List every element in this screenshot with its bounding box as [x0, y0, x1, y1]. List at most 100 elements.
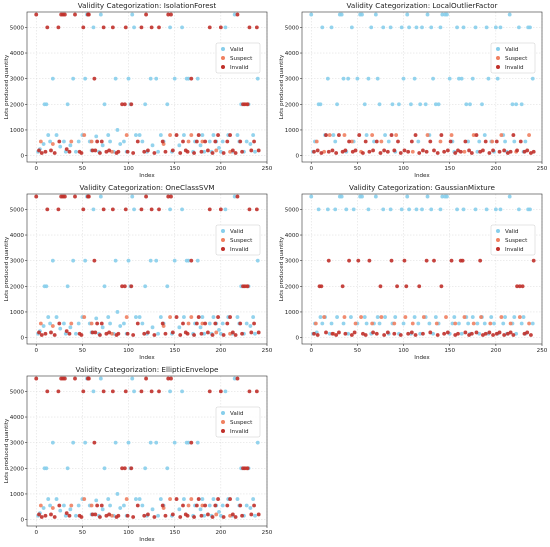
point-valid [523, 139, 528, 144]
point-valid [118, 506, 123, 510]
point-valid [512, 139, 517, 144]
point-invalid [356, 258, 361, 263]
legend-label: Invalid [505, 247, 524, 253]
point-valid [507, 12, 512, 17]
point-invalid [192, 151, 196, 155]
point-invalid [240, 513, 244, 518]
point-invalid [319, 151, 324, 155]
point-invalid [129, 466, 134, 471]
point-valid [223, 25, 228, 30]
point-valid [76, 503, 81, 508]
point-valid [369, 25, 374, 30]
point-valid [172, 76, 177, 81]
point-valid [143, 102, 148, 107]
y-tick-label: 0 [20, 154, 24, 160]
point-valid [438, 25, 443, 30]
point-valid [477, 139, 482, 144]
point-invalid [194, 139, 199, 144]
point-valid [48, 139, 52, 144]
point-valid [58, 508, 63, 513]
legend: Valid Suspect Invalid [215, 224, 261, 256]
point-invalid [252, 139, 256, 144]
point-valid [420, 25, 424, 30]
point-valid [393, 315, 398, 319]
point-invalid [107, 330, 112, 335]
point-valid [202, 331, 207, 336]
point-valid [399, 207, 404, 212]
point-valid [198, 507, 203, 512]
point-suspect [488, 321, 493, 326]
point-valid [65, 102, 70, 107]
point-valid [401, 76, 406, 81]
point-invalid [90, 512, 95, 517]
point-invalid [340, 284, 345, 289]
point-invalid [92, 440, 97, 445]
point-valid [154, 258, 159, 263]
point-valid [186, 76, 191, 81]
point-invalid [43, 513, 48, 518]
point-valid [50, 258, 55, 263]
point-invalid [474, 133, 479, 137]
point-invalid [142, 149, 147, 154]
point-invalid [213, 139, 218, 144]
point-suspect [490, 139, 495, 144]
point-suspect [82, 133, 87, 137]
point-invalid [326, 149, 331, 154]
point-valid [397, 102, 401, 107]
point-invalid [378, 284, 383, 289]
point-invalid [99, 139, 104, 144]
point-valid [108, 321, 112, 326]
point-suspect [421, 315, 426, 319]
point-valid [202, 513, 207, 518]
point-invalid [185, 149, 190, 154]
point-valid [521, 315, 526, 319]
point-invalid [254, 389, 259, 394]
point-invalid [95, 139, 100, 144]
point-invalid [207, 207, 212, 212]
point-suspect [379, 139, 384, 144]
point-invalid [131, 333, 136, 337]
point-valid [475, 321, 480, 326]
point-valid [255, 76, 260, 81]
x-tick-label: 250 [537, 348, 548, 354]
point-invalid [242, 284, 247, 289]
point-valid [126, 440, 131, 445]
point-invalid [64, 147, 69, 152]
point-invalid [120, 466, 124, 471]
point-invalid [228, 315, 232, 319]
point-invalid [467, 148, 471, 153]
point-invalid [216, 133, 220, 137]
point-valid [482, 133, 487, 137]
point-invalid [170, 330, 175, 335]
point-invalid [218, 25, 223, 30]
point-invalid [67, 331, 72, 336]
point-invalid [240, 331, 244, 336]
point-invalid [221, 515, 226, 519]
point-invalid [174, 133, 179, 137]
point-invalid [218, 389, 223, 394]
point-invalid [49, 148, 53, 153]
point-invalid [458, 149, 463, 154]
point-valid [507, 194, 512, 199]
point-valid [519, 321, 524, 326]
point-invalid [428, 330, 433, 335]
point-invalid [64, 511, 69, 516]
point-valid [473, 207, 478, 212]
point-valid [399, 25, 404, 30]
point-invalid [203, 321, 208, 326]
point-invalid [213, 321, 218, 326]
plot-frame [301, 11, 543, 163]
point-invalid [511, 333, 516, 337]
point-invalid [139, 389, 144, 394]
point-valid [223, 389, 228, 394]
point-invalid [210, 515, 215, 519]
point-valid [498, 207, 503, 212]
point-invalid [382, 333, 387, 337]
point-suspect [82, 315, 87, 319]
point-invalid [367, 258, 372, 263]
point-valid [466, 321, 471, 326]
point-invalid [497, 149, 502, 154]
x-tick-label: 0 [34, 530, 38, 536]
x-tick-label: 50 [354, 348, 362, 354]
point-suspect [394, 133, 399, 137]
